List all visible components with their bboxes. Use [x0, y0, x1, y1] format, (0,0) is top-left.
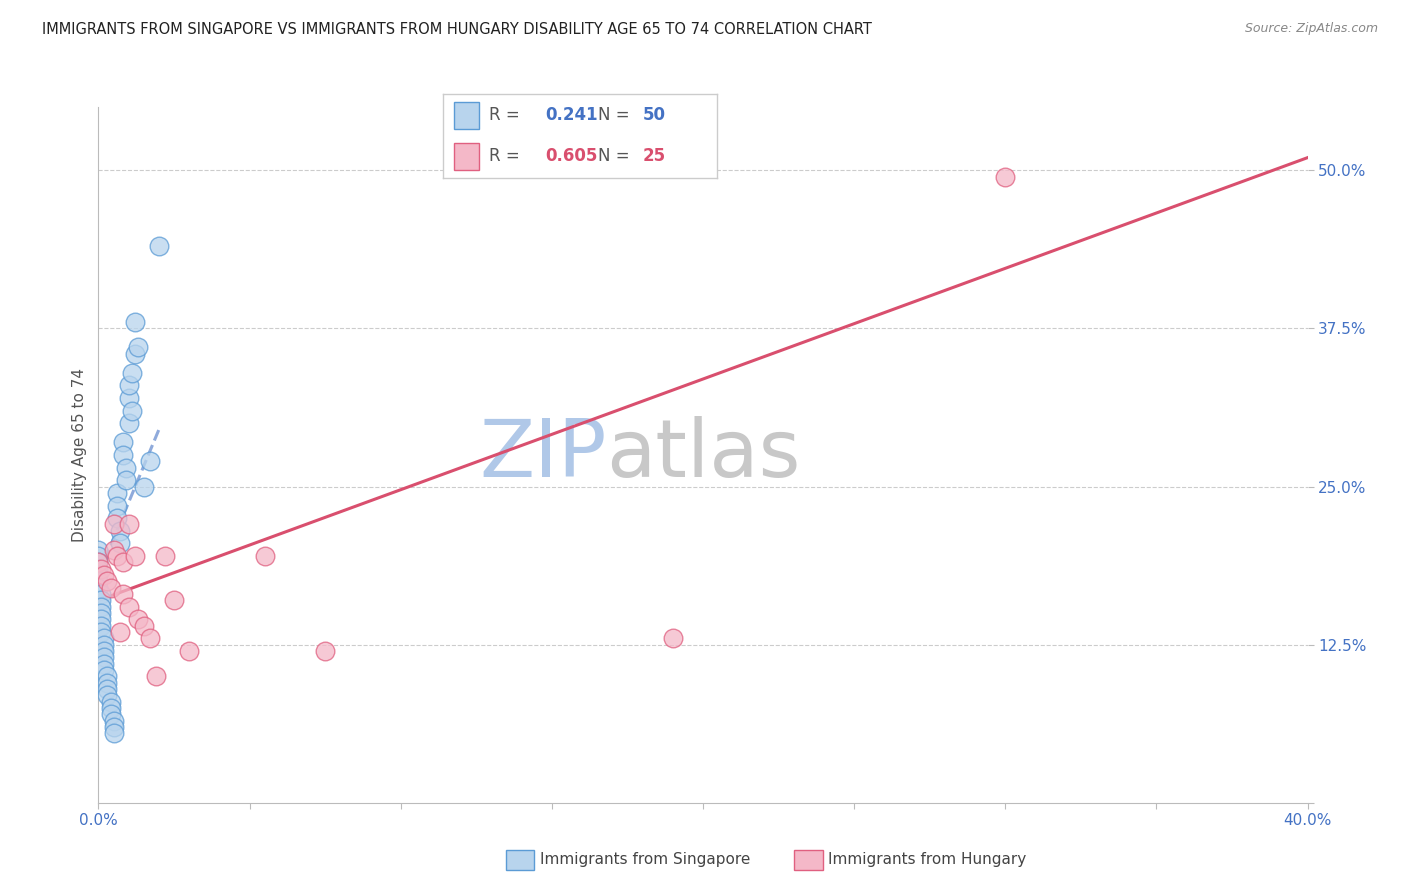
Point [87, 556, 110, 570]
Point [93, 632, 115, 646]
Text: R =: R = [489, 106, 526, 124]
Point [103, 720, 125, 734]
Point [100, 695, 122, 709]
Point [93, 650, 115, 665]
Point [96, 669, 118, 683]
Point [127, 340, 149, 354]
Point [100, 707, 122, 722]
Point [661, 632, 683, 646]
Point [139, 454, 162, 468]
Point [103, 714, 125, 728]
Point [103, 726, 125, 740]
Point [148, 239, 170, 253]
Point [114, 473, 136, 487]
Point [118, 378, 141, 392]
Point [153, 549, 176, 563]
Point [111, 556, 134, 570]
FancyBboxPatch shape [454, 103, 478, 129]
Point [93, 568, 115, 582]
Point [100, 701, 122, 715]
Point [314, 644, 336, 658]
Point [177, 644, 201, 658]
Point [90, 593, 112, 607]
Point [994, 169, 1017, 184]
Point [90, 606, 112, 620]
Point [108, 524, 131, 538]
Point [103, 542, 125, 557]
Point [118, 599, 141, 614]
Point [118, 517, 141, 532]
Text: IMMIGRANTS FROM SINGAPORE VS IMMIGRANTS FROM HUNGARY DISABILITY AGE 65 TO 74 COR: IMMIGRANTS FROM SINGAPORE VS IMMIGRANTS … [42, 22, 872, 37]
Point [96, 681, 118, 696]
Point [121, 403, 143, 417]
Point [93, 663, 115, 677]
Point [132, 479, 155, 493]
Text: Source: ZipAtlas.com: Source: ZipAtlas.com [1244, 22, 1378, 36]
Point [114, 460, 136, 475]
Point [111, 587, 134, 601]
Text: 0.605: 0.605 [546, 146, 598, 164]
Point [87, 556, 110, 570]
Point [163, 593, 186, 607]
Point [127, 612, 149, 626]
Text: R =: R = [489, 146, 526, 164]
Text: Immigrants from Singapore: Immigrants from Singapore [540, 853, 751, 867]
Point [132, 618, 155, 632]
Point [145, 669, 167, 683]
Point [108, 536, 131, 550]
Point [105, 486, 128, 500]
Point [93, 644, 115, 658]
Text: N =: N = [598, 146, 634, 164]
Point [87, 574, 110, 589]
Point [96, 574, 118, 589]
Point [108, 625, 131, 640]
Point [90, 599, 112, 614]
Point [87, 562, 110, 576]
Text: 50: 50 [643, 106, 666, 124]
Point [96, 675, 118, 690]
Point [118, 417, 141, 431]
Text: Immigrants from Hungary: Immigrants from Hungary [828, 853, 1026, 867]
Point [87, 568, 110, 582]
Point [121, 366, 143, 380]
Point [118, 391, 141, 405]
Point [103, 517, 125, 532]
Point [93, 638, 115, 652]
Point [90, 618, 112, 632]
Point [105, 499, 128, 513]
Point [100, 581, 122, 595]
Point [87, 581, 110, 595]
Point [124, 315, 146, 329]
Point [87, 542, 110, 557]
Text: N =: N = [598, 106, 634, 124]
Point [87, 549, 110, 563]
Text: atlas: atlas [606, 416, 800, 494]
Point [105, 549, 128, 563]
Point [111, 448, 134, 462]
Point [253, 549, 276, 563]
Text: ZIP: ZIP [479, 416, 606, 494]
Text: 25: 25 [643, 146, 666, 164]
Point [93, 657, 115, 671]
Y-axis label: Disability Age 65 to 74: Disability Age 65 to 74 [72, 368, 87, 542]
Point [139, 632, 162, 646]
Point [90, 587, 112, 601]
Point [124, 549, 146, 563]
Point [96, 688, 118, 702]
Point [111, 435, 134, 450]
Point [90, 562, 112, 576]
Point [105, 511, 128, 525]
Text: 0.241: 0.241 [546, 106, 599, 124]
FancyBboxPatch shape [454, 143, 478, 169]
Point [90, 612, 112, 626]
Point [124, 347, 146, 361]
Point [90, 625, 112, 640]
